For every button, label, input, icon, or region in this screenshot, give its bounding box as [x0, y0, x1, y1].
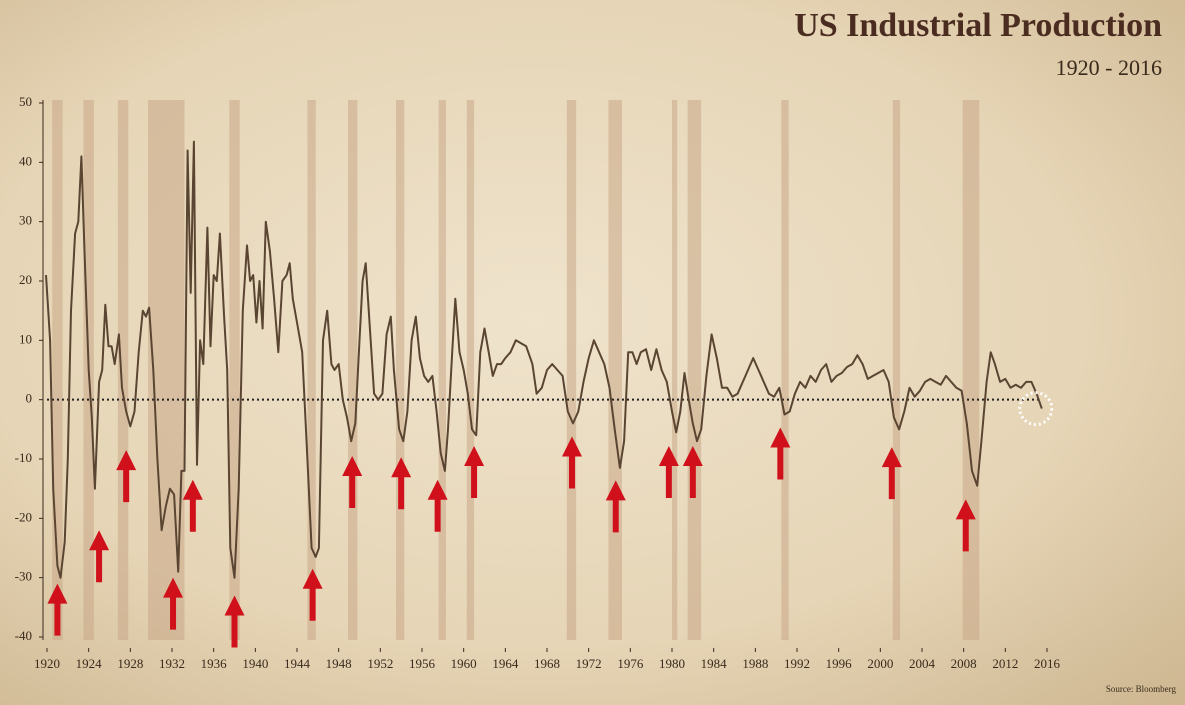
x-tick-label: 1940	[242, 656, 268, 671]
trough-arrow	[342, 456, 363, 509]
x-tick-label: 1924	[76, 656, 103, 671]
y-tick-label: -20	[15, 509, 32, 524]
y-tick-label: 20	[19, 272, 32, 287]
trough-arrow	[605, 480, 626, 533]
y-tick-label: 10	[19, 331, 32, 346]
x-tick-label: 1988	[742, 656, 768, 671]
x-tick-label: 1936	[201, 656, 228, 671]
y-tick-label: -30	[15, 569, 32, 584]
x-tick-label: 2012	[992, 656, 1018, 671]
x-tick-label: 1992	[784, 656, 810, 671]
recession-band	[566, 100, 577, 640]
recession-band	[348, 100, 358, 640]
trough-arrow	[658, 445, 679, 498]
chart-subtitle: 1920 - 2016	[1056, 55, 1162, 80]
data-line	[45, 140, 1043, 579]
recession-band	[672, 100, 678, 640]
trough-arrow	[682, 445, 703, 498]
trough-arrow	[955, 499, 976, 552]
x-tick-label: 1928	[117, 656, 143, 671]
y-tick-label: -40	[15, 628, 32, 643]
trough-arrow	[562, 436, 582, 489]
recession-band	[892, 100, 901, 640]
recession-band	[229, 100, 240, 640]
trough-arrow	[89, 530, 110, 583]
trough-arrow	[881, 447, 902, 500]
x-tick-label: 1980	[659, 656, 685, 671]
x-tick-label: 1976	[617, 656, 644, 671]
recession-band	[438, 100, 446, 640]
recession-band	[52, 100, 63, 640]
x-tick-label: 1960	[451, 656, 477, 671]
chart-title: US Industrial Production	[794, 7, 1162, 44]
trough-arrow	[116, 450, 137, 503]
y-tick-label: 40	[19, 153, 32, 168]
x-tick-label: 1952	[367, 656, 393, 671]
x-tick-label: 1984	[701, 656, 728, 671]
recession-band	[466, 100, 475, 640]
x-tick-label: 1920	[34, 656, 60, 671]
x-tick-label: 1972	[576, 656, 602, 671]
highlight-circle	[1018, 391, 1054, 427]
trough-arrow	[770, 427, 791, 480]
trough-arrow	[391, 457, 412, 510]
recession-band	[608, 100, 622, 640]
recession-band	[781, 100, 789, 640]
recession-band	[395, 100, 405, 640]
trough-arrow	[47, 583, 68, 636]
trough-arrow	[464, 445, 485, 498]
y-tick-label: -10	[15, 450, 32, 465]
trough-arrow	[163, 577, 184, 630]
recession-band	[307, 100, 316, 640]
x-tick-label: 1964	[492, 656, 519, 671]
trough-arrow	[302, 568, 323, 621]
source-note: Source: Bloomberg	[1106, 684, 1177, 694]
recession-band	[117, 100, 129, 640]
x-tick-label: 1956	[409, 656, 436, 671]
x-tick-label: 1996	[826, 656, 853, 671]
recession-band	[962, 100, 980, 640]
x-tick-label: 1932	[159, 656, 185, 671]
x-tick-label: 2008	[951, 656, 977, 671]
x-tick-label: 1968	[534, 656, 560, 671]
trough-arrow	[427, 479, 448, 532]
trough-arrow	[224, 595, 245, 648]
recession-band	[687, 100, 702, 640]
y-tick-label: 50	[19, 94, 32, 109]
x-tick-label: 2004	[909, 656, 936, 671]
trough-arrow	[182, 479, 203, 532]
x-tick-label: 1944	[284, 656, 311, 671]
x-tick-label: 1948	[326, 656, 352, 671]
x-tick-label: 2000	[867, 656, 893, 671]
y-tick-label: 0	[26, 391, 33, 406]
x-tick-label: 2016	[1034, 656, 1061, 671]
y-tick-label: 30	[19, 213, 32, 228]
